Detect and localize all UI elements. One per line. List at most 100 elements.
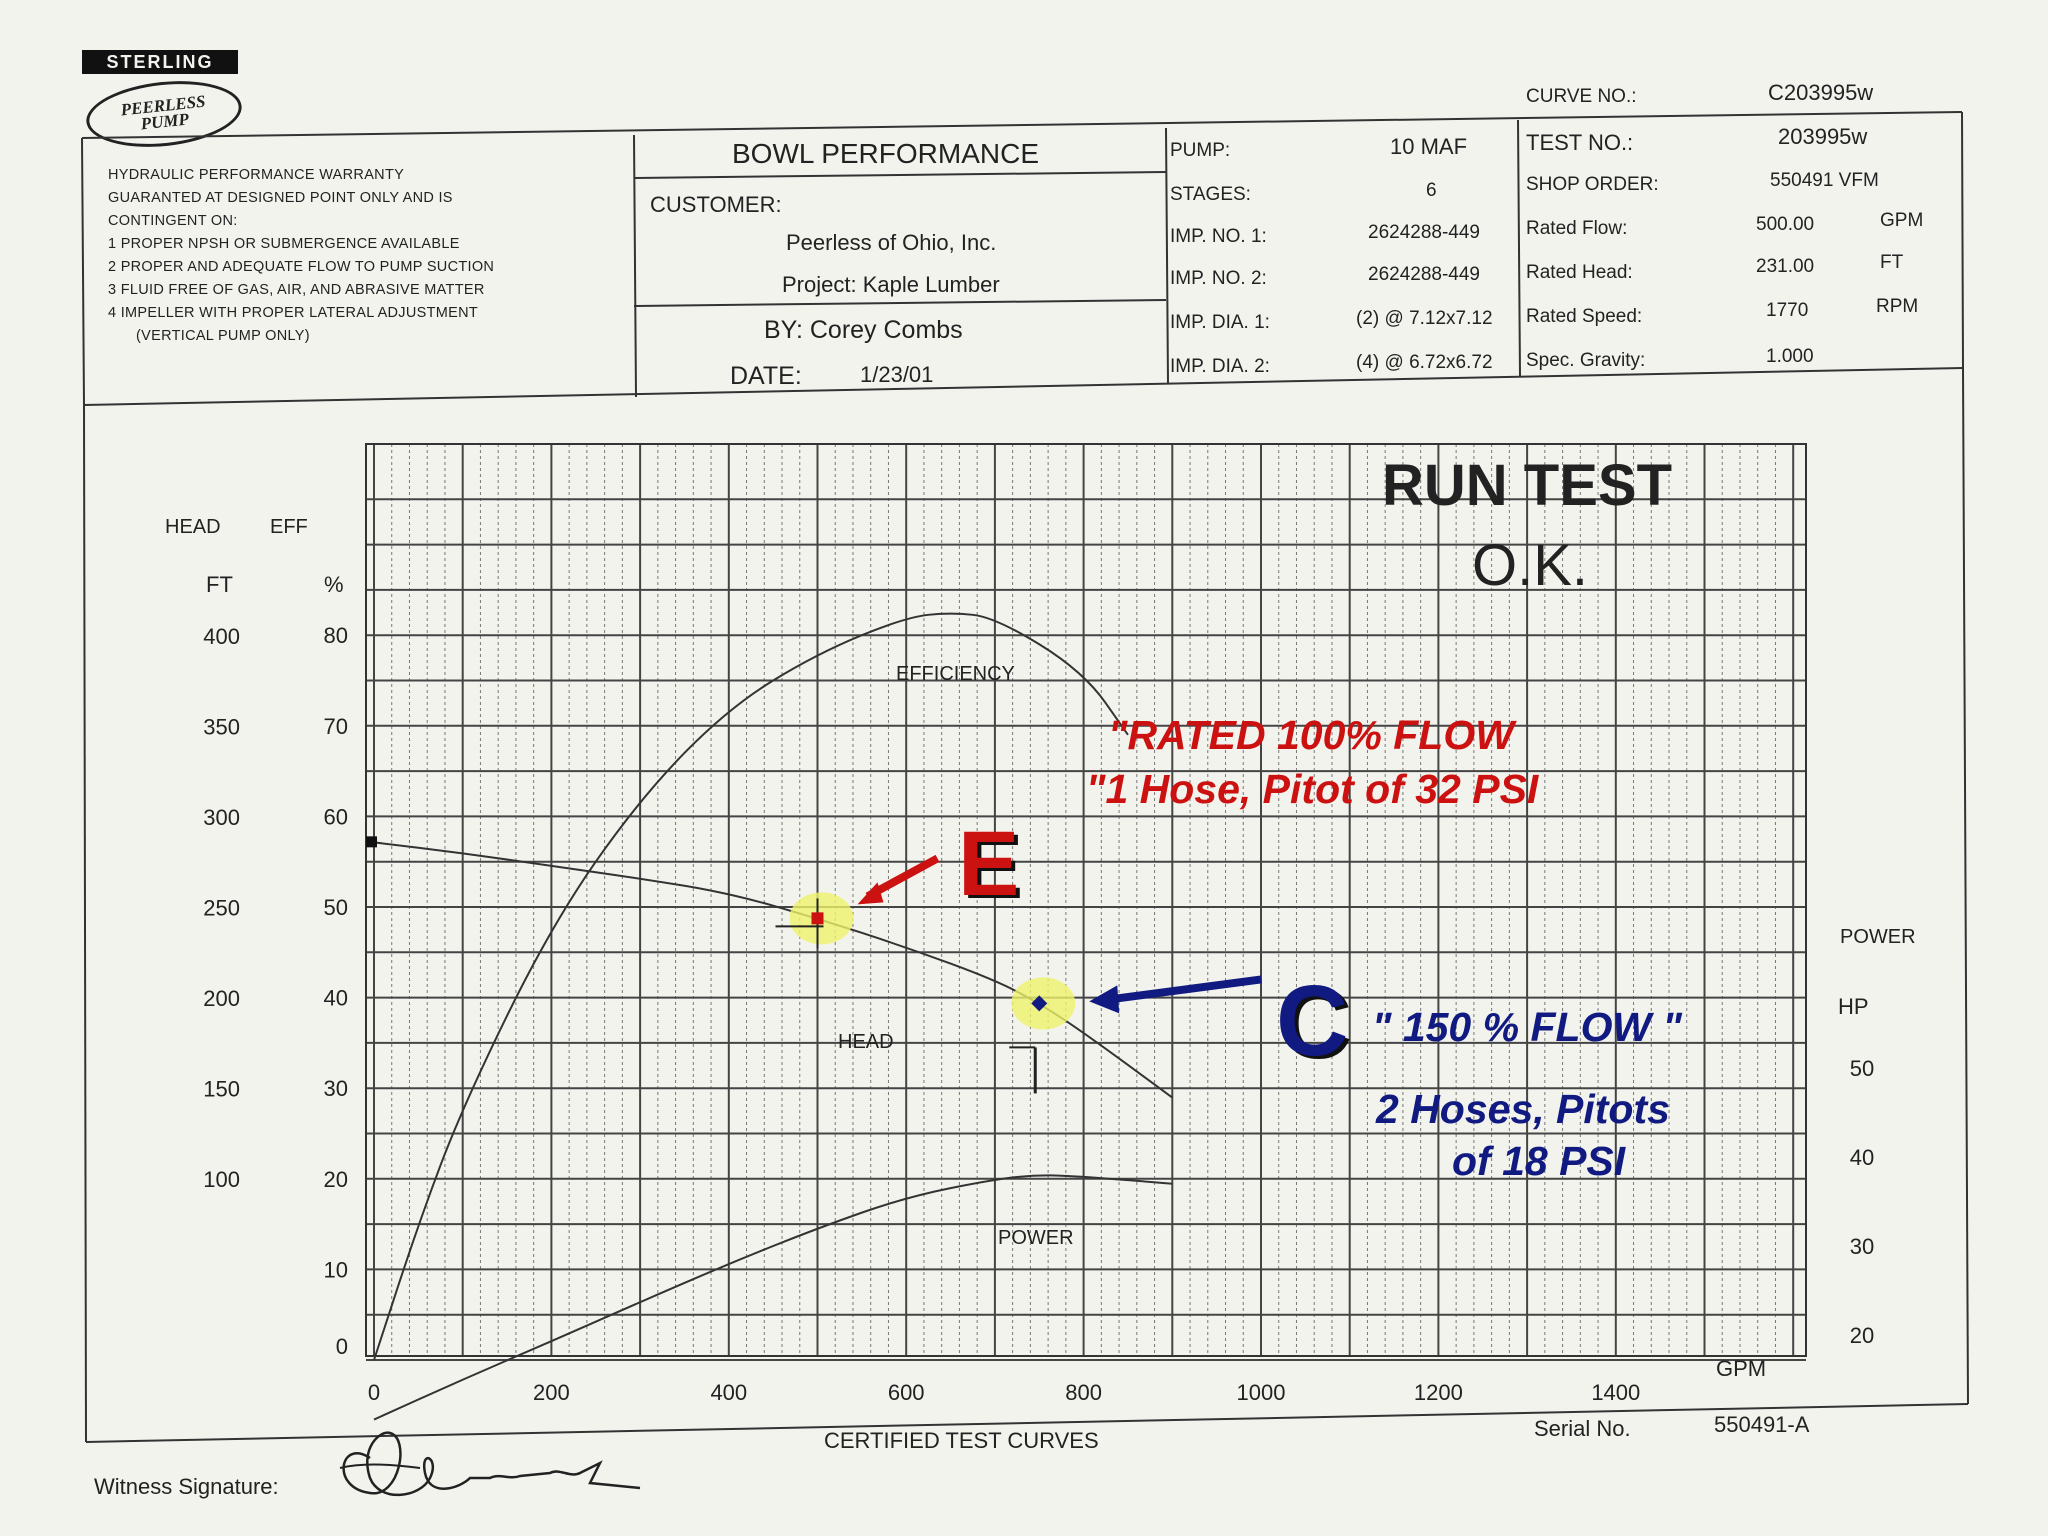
power-axis-unit: HP	[1838, 994, 1869, 1019]
x-tick-label: 200	[533, 1380, 570, 1405]
stages-value: 6	[1426, 180, 1437, 201]
spec-gravity-label: Spec. Gravity:	[1526, 350, 1646, 371]
x-tick-label: 800	[1065, 1380, 1102, 1405]
x-tick-label: 600	[888, 1380, 925, 1405]
serial-value: 550491-A	[1714, 1412, 1810, 1437]
warranty-line: HYDRAULIC PERFORMANCE WARRANTY	[108, 167, 405, 183]
efficiency-curve-label: EFFICIENCY	[896, 663, 1015, 685]
eff-tick-label: 10	[324, 1257, 348, 1282]
point-c-arrowhead	[1089, 985, 1120, 1014]
hoses-note-1: 2 Hoses, Pitots	[1376, 1086, 1670, 1132]
eff-tick-label: 80	[324, 623, 348, 648]
head-tick-label: 200	[203, 986, 240, 1011]
head-tick-label: 250	[203, 896, 240, 921]
imp-dia1-label: IMP. DIA. 1:	[1170, 312, 1270, 333]
curve-power	[373, 1174, 1173, 1421]
rated-speed-unit: RPM	[1876, 296, 1919, 317]
power-tick-label: 50	[1850, 1056, 1874, 1081]
logo-top: STERLING	[82, 50, 238, 74]
eff-tick-label: 30	[324, 1076, 348, 1101]
x-tick-label: 0	[368, 1380, 380, 1405]
imp-no2-label: IMP. NO. 2:	[1170, 268, 1267, 289]
warranty-line: (VERTICAL PUMP ONLY)	[136, 328, 310, 344]
warranty-line: 2 PROPER AND ADEQUATE FLOW TO PUMP SUCTI…	[108, 259, 495, 275]
head-tick-label: 400	[203, 624, 240, 649]
x-tick-label: 1400	[1591, 1380, 1640, 1405]
power-tick-label: 20	[1850, 1323, 1874, 1348]
point-e-label: E	[958, 813, 1020, 915]
by-line: BY: Corey Combs	[764, 316, 963, 344]
hoses-note-2: of 18 PSI	[1452, 1138, 1626, 1184]
warranty-line: 1 PROPER NPSH OR SUBMERGENCE AVAILABLE	[108, 236, 460, 252]
imp-no2-value: 2624288-449	[1368, 264, 1480, 285]
shop-order-value: 550491 VFM	[1770, 170, 1879, 191]
customer-label: CUSTOMER:	[650, 192, 782, 217]
power-curve-label: POWER	[998, 1227, 1074, 1249]
point-e-marker	[811, 912, 824, 925]
date-value: 1/23/01	[860, 362, 934, 387]
imp-dia2-value: (4) @ 6.72x6.72	[1356, 352, 1493, 373]
head-axis-unit: FT	[206, 572, 233, 597]
curve-no-label: CURVE NO.:	[1526, 86, 1637, 107]
warranty-line: 3 FLUID FREE OF GAS, AIR, AND ABRASIVE M…	[108, 282, 485, 298]
imp-no1-label: IMP. NO. 1:	[1170, 226, 1267, 247]
witness-label: Witness Signature:	[94, 1474, 279, 1499]
stages-label: STAGES:	[1170, 184, 1251, 205]
project-name: Project: Kaple Lumber	[782, 272, 1000, 297]
chart-marks: 0 200 400 600 800 1000 1200 1400100150200250300…	[203, 623, 1874, 1405]
warranty-text: HYDRAULIC PERFORMANCE WARRANTY GUARANTED…	[108, 164, 608, 348]
imp-dia2-label: IMP. DIA. 2:	[1170, 356, 1270, 377]
eff-tick-label: 60	[324, 804, 348, 829]
head-tick-label: 150	[203, 1077, 240, 1102]
power-tick-label: 30	[1850, 1234, 1874, 1259]
rated-speed-label: Rated Speed:	[1526, 306, 1643, 327]
warranty-line: 4 IMPELLER WITH PROPER LATERAL ADJUSTMEN…	[108, 305, 479, 321]
pump-label: PUMP:	[1170, 140, 1231, 161]
run-test-stamp: RUN TEST	[1382, 453, 1672, 518]
head-start-marker	[366, 836, 377, 848]
plot-frame	[365, 443, 1807, 1357]
curve-head	[373, 841, 1173, 1099]
x-axis-unit: GPM	[1716, 1356, 1767, 1381]
imp-dia1-value: (2) @ 7.12x7.12	[1356, 308, 1493, 329]
head-tick-label: 350	[203, 715, 240, 740]
eff-tick-label: 0	[336, 1334, 348, 1359]
flow150-note: " 150 % FLOW "	[1372, 1004, 1682, 1050]
date-label: DATE:	[730, 362, 802, 390]
pump-value: 10 MAF	[1390, 134, 1468, 159]
rated-flow-label: Rated Flow:	[1526, 218, 1628, 239]
warranty-line: GUARANTED AT DESIGNED POINT ONLY AND IS	[108, 190, 453, 206]
serial-label: Serial No.	[1534, 1416, 1631, 1441]
eff-tick-label: 50	[324, 895, 348, 920]
rated-head-value: 231.00	[1756, 256, 1815, 277]
chart-grid	[365, 443, 1807, 1361]
eff-tick-label: 20	[324, 1167, 348, 1192]
x-tick-label: 1200	[1414, 1380, 1463, 1405]
customer-name: Peerless of Ohio, Inc.	[786, 230, 997, 255]
power-tick-label: 40	[1850, 1145, 1874, 1170]
curve-no-value: C203995w	[1768, 80, 1874, 105]
point-c-marker	[1031, 995, 1048, 1012]
power-axis-title: POWER	[1840, 926, 1916, 948]
bowl-title: BOWL PERFORMANCE	[732, 138, 1039, 169]
rated-speed-value: 1770	[1766, 300, 1809, 321]
rated-head-label: Rated Head:	[1526, 262, 1633, 283]
rated-hose-note: "1 Hose, Pitot of 32 PSI	[1086, 766, 1539, 812]
rated-flow-unit: GPM	[1880, 210, 1924, 231]
signature	[339, 1431, 641, 1497]
shop-order-label: SHOP ORDER:	[1526, 174, 1659, 195]
head-curve-label: HEAD	[838, 1031, 894, 1053]
imp-no1-value: 2624288-449	[1368, 222, 1480, 243]
head-tick-label: 100	[203, 1167, 240, 1192]
run-test-ok: O.K.	[1472, 533, 1589, 598]
rated-head-unit: FT	[1880, 252, 1904, 273]
eff-axis-unit: %	[324, 572, 344, 597]
x-tick-label: 400	[710, 1380, 747, 1405]
rated-flow-note: "RATED 100% FLOW	[1108, 712, 1514, 758]
head-axis-title: HEAD	[165, 516, 221, 538]
x-tick-label: 1000	[1237, 1380, 1286, 1405]
eff-tick-label: 40	[324, 986, 348, 1011]
test-no-label: TEST NO.:	[1526, 130, 1634, 155]
footer-title: CERTIFIED TEST CURVES	[824, 1428, 1099, 1453]
